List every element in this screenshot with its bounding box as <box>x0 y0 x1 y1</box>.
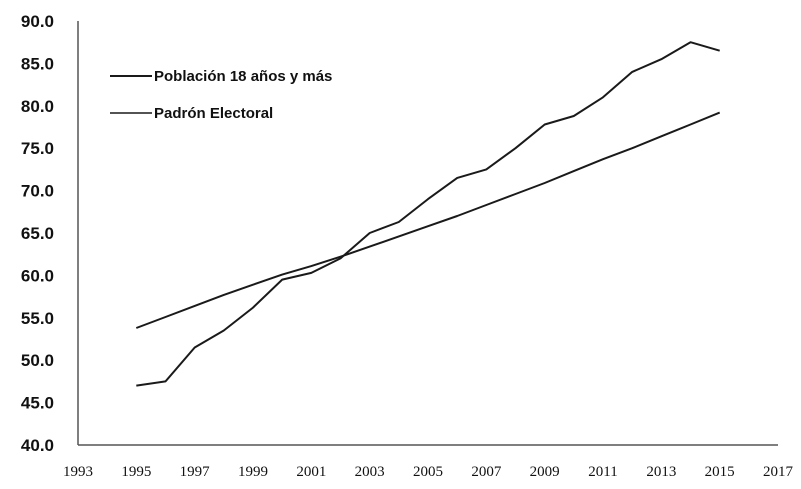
legend-label-poblacion: Población 18 años y más <box>154 68 332 85</box>
legend-label-padron: Padrón Electoral <box>154 105 273 122</box>
x-tick-label: 2005 <box>413 464 443 480</box>
x-tick-label: 1993 <box>63 464 93 480</box>
y-tick-label: 50.0 <box>21 351 54 370</box>
x-tick-label: 1999 <box>238 464 268 480</box>
x-tick-label: 2001 <box>296 464 326 480</box>
x-tick-label: 1995 <box>121 464 151 480</box>
y-tick-label: 85.0 <box>21 54 54 73</box>
y-tick-label: 55.0 <box>21 309 54 328</box>
x-tick-label: 2011 <box>588 464 617 480</box>
x-tick-label: 2013 <box>646 464 676 480</box>
y-tick-label: 90.0 <box>21 12 54 31</box>
series-lines <box>135 41 721 387</box>
y-tick-label: 40.0 <box>21 436 54 455</box>
y-tick-label: 45.0 <box>21 394 54 413</box>
y-tick-label: 65.0 <box>21 224 54 243</box>
y-tick-label: 75.0 <box>21 139 54 158</box>
y-tick-label: 70.0 <box>21 182 54 201</box>
y-tick-label: 60.0 <box>21 266 54 285</box>
x-tick-label: 2015 <box>705 464 735 480</box>
legend: Población 18 años y más Padrón Electoral <box>110 68 332 122</box>
axes <box>77 21 778 446</box>
series-line-padron <box>136 41 720 387</box>
x-tick-label: 1997 <box>180 464 211 480</box>
y-tick-label: 80.0 <box>21 97 54 116</box>
x-tick-label: 2007 <box>471 464 502 480</box>
x-axis-tick-labels: 1993 1995 1997 1999 2001 2003 2005 2007 2009 2011… <box>63 464 794 480</box>
y-axis-tick-labels: 40.0 45.0 50.0 55.0 60.0 65.0 70.0 75.0 80.0 85.0… <box>21 12 54 455</box>
series-line-poblacion <box>135 111 721 329</box>
x-tick-label: 2009 <box>530 464 560 480</box>
x-tick-label: 2003 <box>355 464 385 480</box>
x-tick-label: 2017 <box>763 464 794 480</box>
